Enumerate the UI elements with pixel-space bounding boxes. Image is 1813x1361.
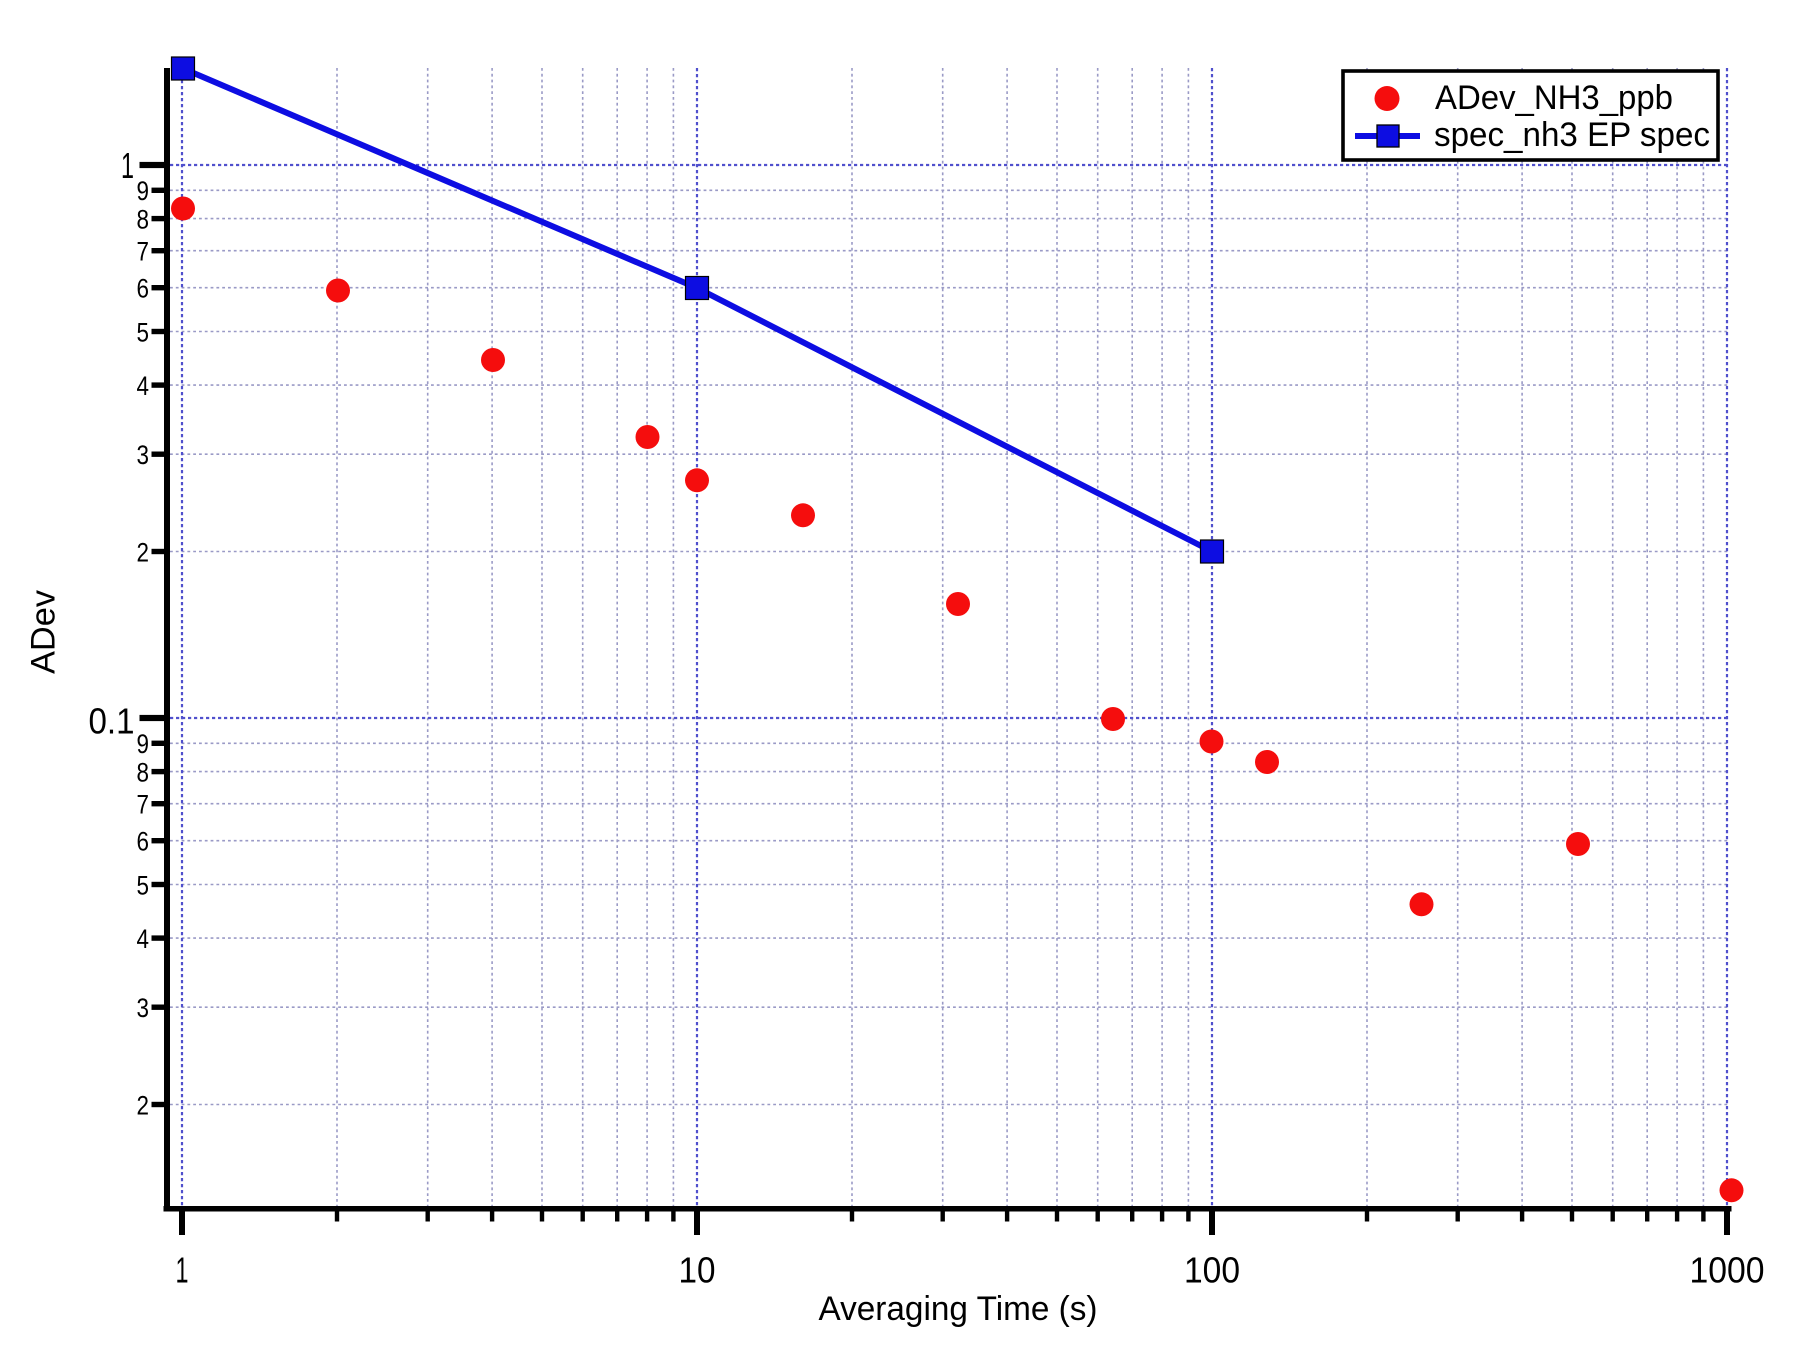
svg-text:ADev_NH3_ppb: ADev_NH3_ppb <box>1435 79 1673 117</box>
svg-text:2: 2 <box>137 1090 150 1120</box>
svg-text:1: 1 <box>121 145 134 186</box>
svg-text:spec_nh3 EP spec: spec_nh3 EP spec <box>1434 116 1710 154</box>
svg-text:8: 8 <box>137 204 150 234</box>
svg-text:2: 2 <box>137 537 150 567</box>
svg-text:7: 7 <box>137 790 150 820</box>
svg-text:0.1: 0.1 <box>89 700 135 741</box>
svg-text:5: 5 <box>137 317 150 347</box>
svg-text:1000: 1000 <box>1690 1250 1765 1291</box>
svg-text:7: 7 <box>137 237 150 267</box>
svg-text:10: 10 <box>679 1250 716 1291</box>
svg-text:4: 4 <box>137 371 150 401</box>
svg-text:5: 5 <box>137 870 150 900</box>
svg-text:9: 9 <box>137 729 150 759</box>
svg-text:Averaging Time (s): Averaging Time (s) <box>819 1290 1098 1328</box>
svg-text:8: 8 <box>137 757 150 787</box>
svg-text:1: 1 <box>176 1250 189 1291</box>
svg-text:3: 3 <box>137 440 150 470</box>
svg-text:6: 6 <box>137 827 150 857</box>
svg-text:9: 9 <box>137 176 150 206</box>
svg-text:100: 100 <box>1184 1250 1240 1291</box>
svg-text:3: 3 <box>137 993 150 1023</box>
svg-text:4: 4 <box>137 924 150 954</box>
svg-text:ADev: ADev <box>25 590 63 674</box>
svg-text:6: 6 <box>137 274 150 304</box>
